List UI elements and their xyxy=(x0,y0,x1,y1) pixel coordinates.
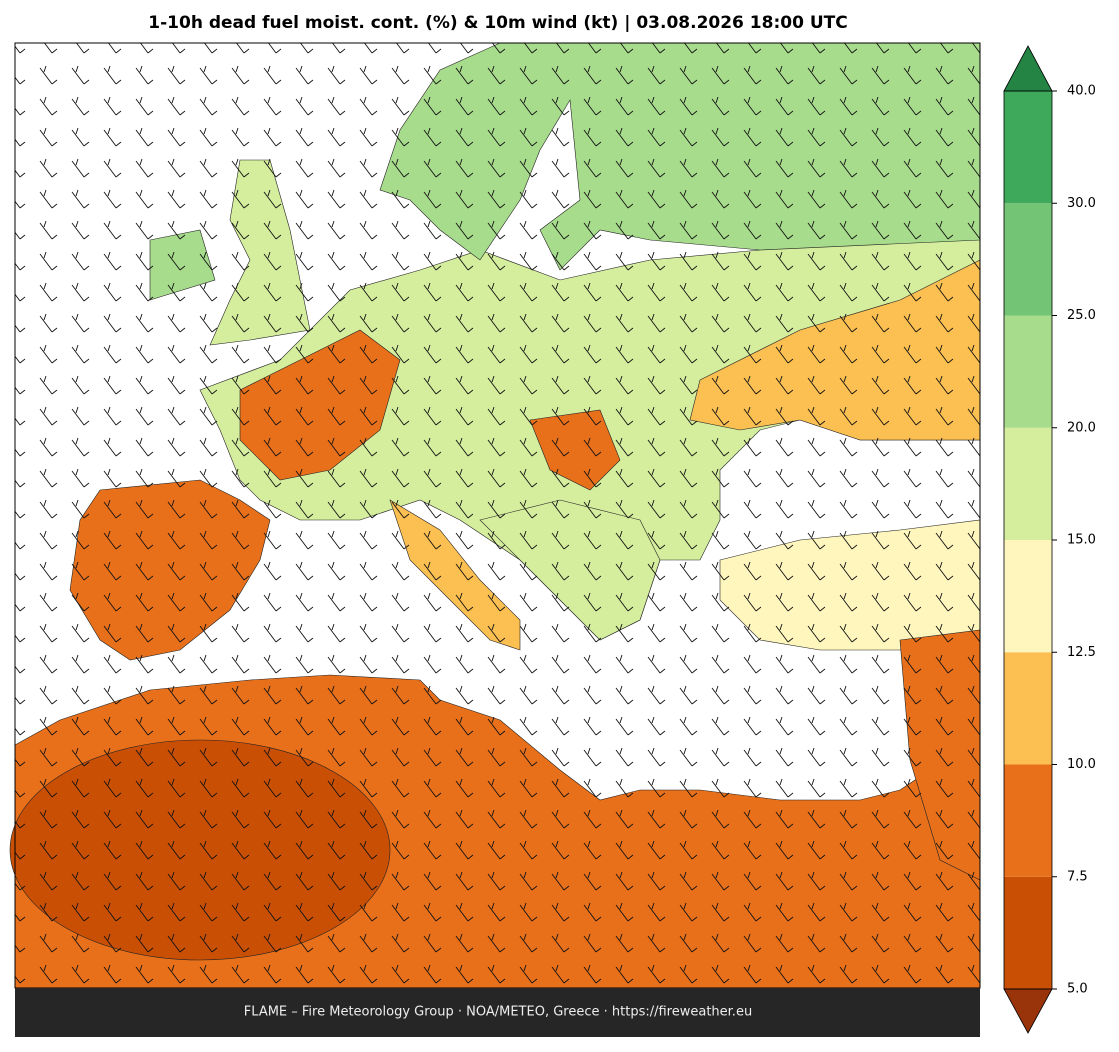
colorbar-tick-label: 40.0 xyxy=(1067,84,1096,99)
footer-bar xyxy=(15,988,980,1037)
title: 1-10h dead fuel moist. cont. (%) & 10m w… xyxy=(148,13,847,33)
map xyxy=(9,42,981,989)
colorbar-bin xyxy=(1004,203,1052,316)
colorbar-bin xyxy=(1004,652,1052,765)
colorbar-bin xyxy=(1004,764,1052,877)
colorbar-tick-label: 25.0 xyxy=(1067,308,1096,323)
colorbar-bin xyxy=(1004,315,1052,428)
colorbar-over xyxy=(1003,45,1053,92)
colorbar-tick-label: 7.5 xyxy=(1067,869,1088,884)
colorbar-tick-label: 10.0 xyxy=(1067,757,1096,772)
wind-barbs xyxy=(15,43,980,988)
colorbar-bin xyxy=(1004,427,1052,540)
colorbar-tick-label: 30.0 xyxy=(1067,196,1096,211)
colorbar-bin xyxy=(1004,91,1052,204)
colorbar-bin xyxy=(1004,876,1052,989)
footer: FLAME – Fire Meteorology Group · NOA/MET… xyxy=(244,1005,752,1020)
colorbar-under xyxy=(1003,988,1053,1034)
colorbar-tick-label: 20.0 xyxy=(1067,420,1096,435)
colorbar-tick-label: 12.5 xyxy=(1067,645,1096,660)
colorbar: 5.0 7.5 10.0 12.5 15.0 20.0 25.0 30.0 40.0 xyxy=(1003,45,1096,1034)
colorbar-bin xyxy=(1004,540,1052,653)
colorbar-tick-label: 5.0 xyxy=(1067,982,1088,997)
colorbar-tick-label: 15.0 xyxy=(1067,533,1096,548)
